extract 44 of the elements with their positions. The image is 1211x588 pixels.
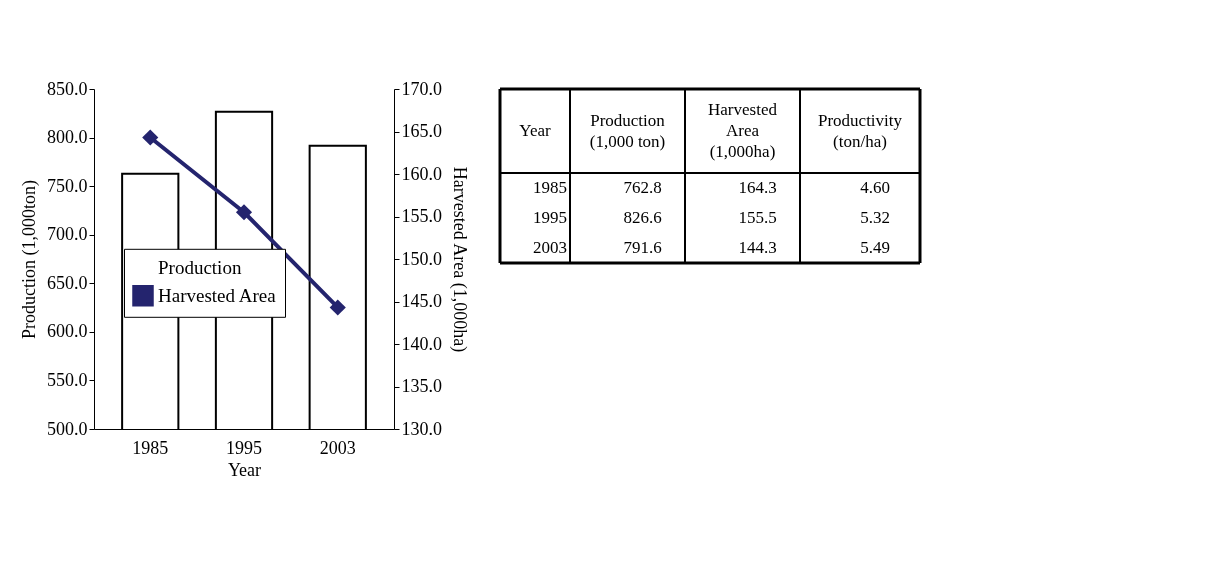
y2-axis-title: Harvested Area (1,000ha) xyxy=(449,166,470,353)
x-tick-label: 2003 xyxy=(319,437,356,458)
y-axis-title: Production (1,000ton) xyxy=(19,180,40,339)
text: 1985 xyxy=(533,178,567,197)
text: Production (1,000 ton) xyxy=(589,110,666,151)
y-tick-label: 800.0 xyxy=(47,127,88,148)
y2-tick-label: 165.0 xyxy=(401,121,442,141)
text: 791.6 xyxy=(623,238,662,257)
y2-tick-label: 150.0 xyxy=(401,248,442,269)
text: 164.3 xyxy=(738,178,777,197)
legend-label: Harvested Area xyxy=(158,284,277,306)
text: Year xyxy=(519,121,551,140)
x-axis-title: Year xyxy=(227,459,262,480)
text: 144.3 xyxy=(738,238,777,257)
y2-tick-label: 135.0 xyxy=(401,376,442,396)
y-tick-label: 750.0 xyxy=(47,175,88,196)
text: 2003 xyxy=(533,238,567,257)
y2-tick-label: 145.0 xyxy=(401,291,442,311)
y2-tick-label: 140.0 xyxy=(401,333,442,354)
y-tick-label: 600.0 xyxy=(47,321,88,342)
text: 826.6 xyxy=(623,208,662,227)
text: Productivity (ton/ha) xyxy=(817,110,903,151)
y-tick-label: 700.0 xyxy=(47,224,88,245)
y-tick-label: 550.0 xyxy=(47,369,88,390)
point xyxy=(142,129,159,146)
point xyxy=(329,299,346,316)
point xyxy=(235,204,253,221)
y2-tick-label: 130.0 xyxy=(401,418,442,439)
y-tick-label: 850.0 xyxy=(47,78,88,99)
x-tick-label: 1985 xyxy=(132,437,169,458)
y-tick-label: 500.0 xyxy=(47,418,88,439)
text: 155.5 xyxy=(738,208,777,227)
text: 5.49 xyxy=(860,238,890,257)
text: 5.32 xyxy=(860,208,890,227)
text: 4.60 xyxy=(860,178,890,197)
x-tick-label: 1995 xyxy=(226,437,262,458)
y2-tick-label: 170.0 xyxy=(401,78,442,99)
y2-tick-label: 160.0 xyxy=(401,163,442,184)
y2-tick-label: 155.0 xyxy=(401,206,442,226)
text: 1995 xyxy=(533,208,567,227)
text: 762.8 xyxy=(623,178,662,197)
y-tick-label: 650.0 xyxy=(47,272,88,293)
series-label: Production xyxy=(158,256,242,278)
text: Harvested Area (1,000ha) xyxy=(708,100,778,161)
